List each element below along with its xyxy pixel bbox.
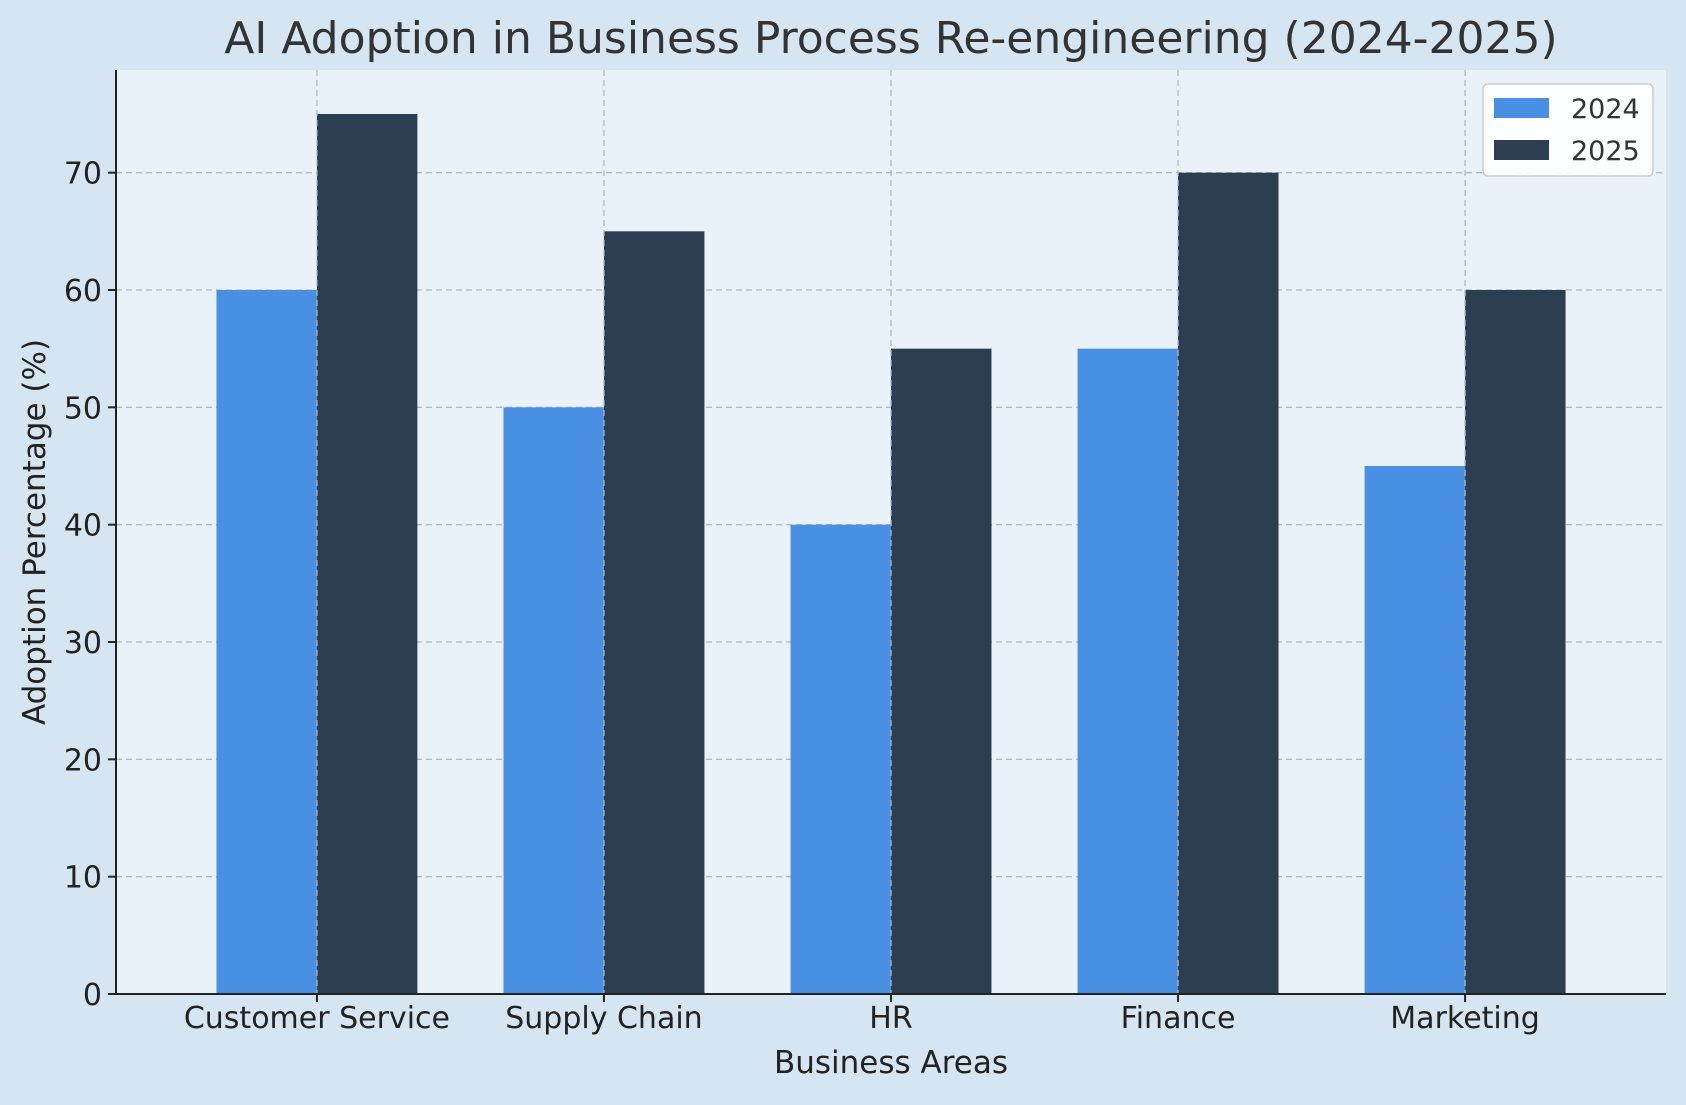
bar-2024-finance	[1077, 348, 1179, 995]
bar-2024-supply-chain	[503, 407, 604, 994]
legend-swatch-2025	[1494, 140, 1549, 160]
legend-label-2024: 2024	[1571, 94, 1640, 125]
y-tick-label: 60	[64, 274, 102, 309]
y-tick-label: 40	[64, 509, 102, 544]
y-tick-label: 70	[64, 157, 102, 192]
x-tick-label: Customer Service	[184, 1001, 450, 1036]
y-tick-label: 20	[64, 743, 102, 778]
legend-swatch-2024	[1494, 98, 1549, 118]
x-tick-label: Finance	[1121, 1001, 1236, 1036]
y-tick-label: 0	[83, 978, 102, 1013]
x-tick-label: Marketing	[1390, 1001, 1540, 1036]
bar-2025-finance	[1178, 172, 1279, 994]
bars-layer	[216, 70, 1566, 995]
bar-2025-hr	[891, 348, 992, 995]
bar-2025-customer-service	[316, 114, 418, 994]
bar-2024-marketing	[1364, 466, 1466, 994]
bar-2025-marketing	[1465, 290, 1566, 994]
x-axis-label: Business Areas	[774, 1045, 1008, 1081]
legend-label-2025: 2025	[1571, 136, 1640, 167]
y-axis-label: Adoption Percentage (%)	[17, 339, 53, 725]
chart-title: AI Adoption in Business Process Re-engin…	[224, 13, 1557, 64]
x-tick-label: Supply Chain	[505, 1001, 702, 1036]
bar-2024-customer-service	[216, 290, 317, 994]
x-tick-label: HR	[869, 1001, 912, 1036]
legend: 2024 2025	[1482, 83, 1654, 177]
bar-2025-supply-chain	[603, 231, 705, 995]
y-tick-label: 50	[64, 391, 102, 426]
bar-2024-hr	[790, 524, 891, 994]
y-tick-label: 10	[64, 861, 102, 896]
ticks-layer: 0 10 20 30 40 50 60 70 Customer Service Supply Ch…	[64, 157, 1540, 1036]
y-tick-label: 30	[64, 626, 102, 661]
